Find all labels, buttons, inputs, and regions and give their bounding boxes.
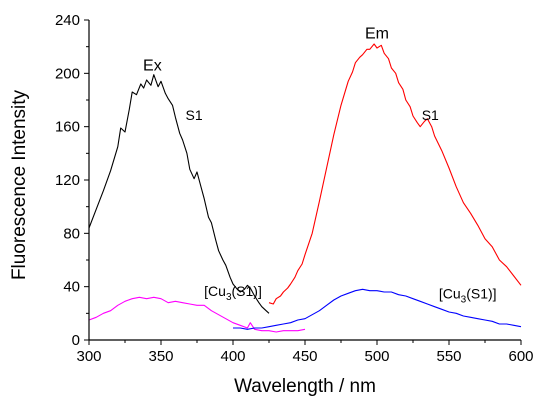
y-tick-label: 80 bbox=[63, 225, 80, 242]
x-tick-label: 350 bbox=[148, 348, 173, 365]
y-tick-label: 200 bbox=[55, 65, 80, 82]
y-axis-title: Fluorescence Intensity bbox=[9, 89, 30, 280]
annotation-2: Em bbox=[365, 26, 389, 43]
x-tick-label: 400 bbox=[220, 348, 245, 365]
annotation-3: S1 bbox=[186, 107, 203, 123]
x-tick-label: 450 bbox=[292, 348, 317, 365]
x-tick-label: 500 bbox=[364, 348, 389, 365]
annotation-6: [Cu3(S1)] bbox=[439, 286, 497, 306]
series-line-3 bbox=[88, 296, 306, 333]
x-tick-label: 300 bbox=[76, 348, 101, 365]
y-tick-label: 120 bbox=[55, 172, 80, 189]
x-axis-title: Wavelength / nm bbox=[234, 376, 376, 397]
axes-layer: 300 350 400 450 500 550 600 0 40 80 120 160 200 240 Wa… bbox=[9, 12, 534, 397]
x-tick-label: 550 bbox=[436, 348, 461, 365]
series-line-2 bbox=[268, 43, 522, 305]
annotation-1: Ex bbox=[143, 58, 162, 75]
y-tick-label: 0 bbox=[72, 332, 80, 349]
annotation-4: S1 bbox=[422, 107, 439, 123]
annotation-5: [Cu3(S1)] bbox=[204, 283, 262, 303]
y-tick-label: 160 bbox=[55, 119, 80, 136]
annotation-layer: Ex Em S1 S1 [Cu3(S1)] [Cu3(S1)] bbox=[143, 26, 497, 306]
y-tick-label: 240 bbox=[55, 12, 80, 29]
y-tick-label: 40 bbox=[63, 279, 80, 296]
series-line-4 bbox=[233, 288, 522, 330]
x-tick-label: 600 bbox=[508, 348, 533, 365]
series-line-1 bbox=[88, 74, 270, 314]
series-layer bbox=[88, 43, 522, 333]
